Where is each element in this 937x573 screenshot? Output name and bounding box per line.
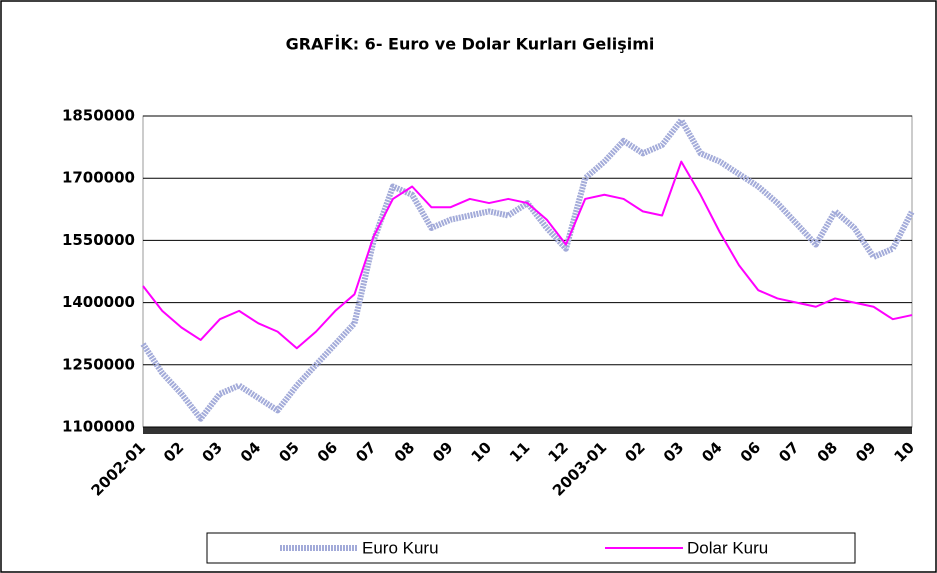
y-tick-label: 1400000 <box>62 293 135 311</box>
legend-label: Euro Kuru <box>362 538 439 557</box>
plot-area <box>142 115 913 428</box>
y-tick-label: 1850000 <box>62 107 135 125</box>
chart-title: GRAFİK: 6- Euro ve Dolar Kurları Gelişim… <box>286 35 655 54</box>
y-tick-label: 1100000 <box>62 418 135 436</box>
x-axis-ticks <box>143 427 912 434</box>
y-tick-label: 1550000 <box>62 231 135 249</box>
legend-label: Dolar Kuru <box>687 538 768 557</box>
series-line <box>142 160 913 350</box>
y-tick-label: 1700000 <box>62 169 135 187</box>
y-tick-label: 1250000 <box>62 355 135 373</box>
